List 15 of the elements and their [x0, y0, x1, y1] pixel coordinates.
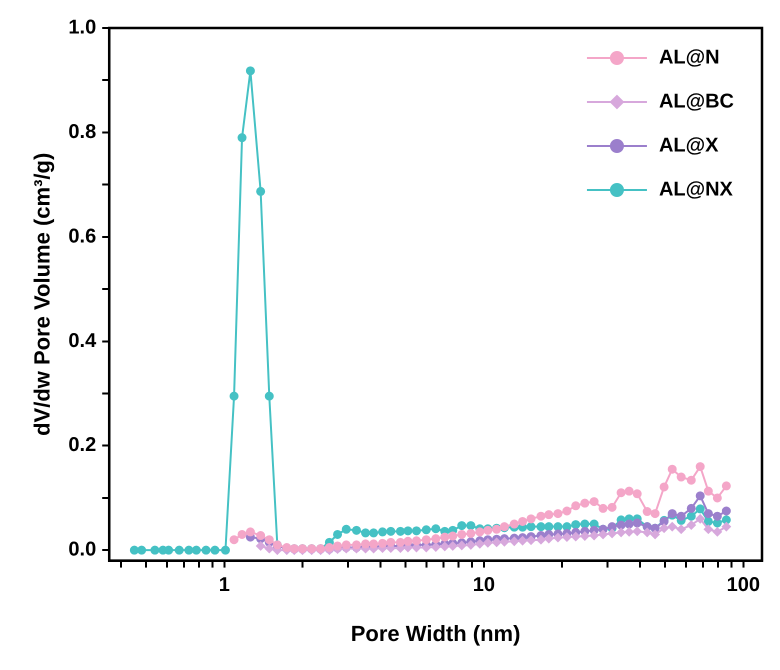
y-tick-label: 0.8 [68, 120, 96, 143]
y-tick-label: 0.6 [68, 225, 96, 248]
y-tick-label: 0.0 [68, 538, 96, 561]
y-tick-label: 0.4 [68, 330, 98, 352]
x-tick-label: 100 [726, 574, 760, 596]
legend-label: AL@N [658, 46, 720, 69]
x-axis-title: Pore Width (nm) [350, 620, 520, 646]
y-tick-label: 0.2 [68, 434, 96, 456]
y-tick-label: 1.0 [68, 16, 96, 39]
legend-label: AL@BC [658, 90, 734, 113]
legend-label: AL@X [658, 134, 720, 157]
x-tick-label: 10 [472, 574, 495, 596]
legend-label: AL@NX [658, 178, 734, 201]
y-axis-title: dV/dw Pore Volume (cm³/g) [29, 152, 54, 436]
x-tick-label: 1 [218, 574, 230, 596]
